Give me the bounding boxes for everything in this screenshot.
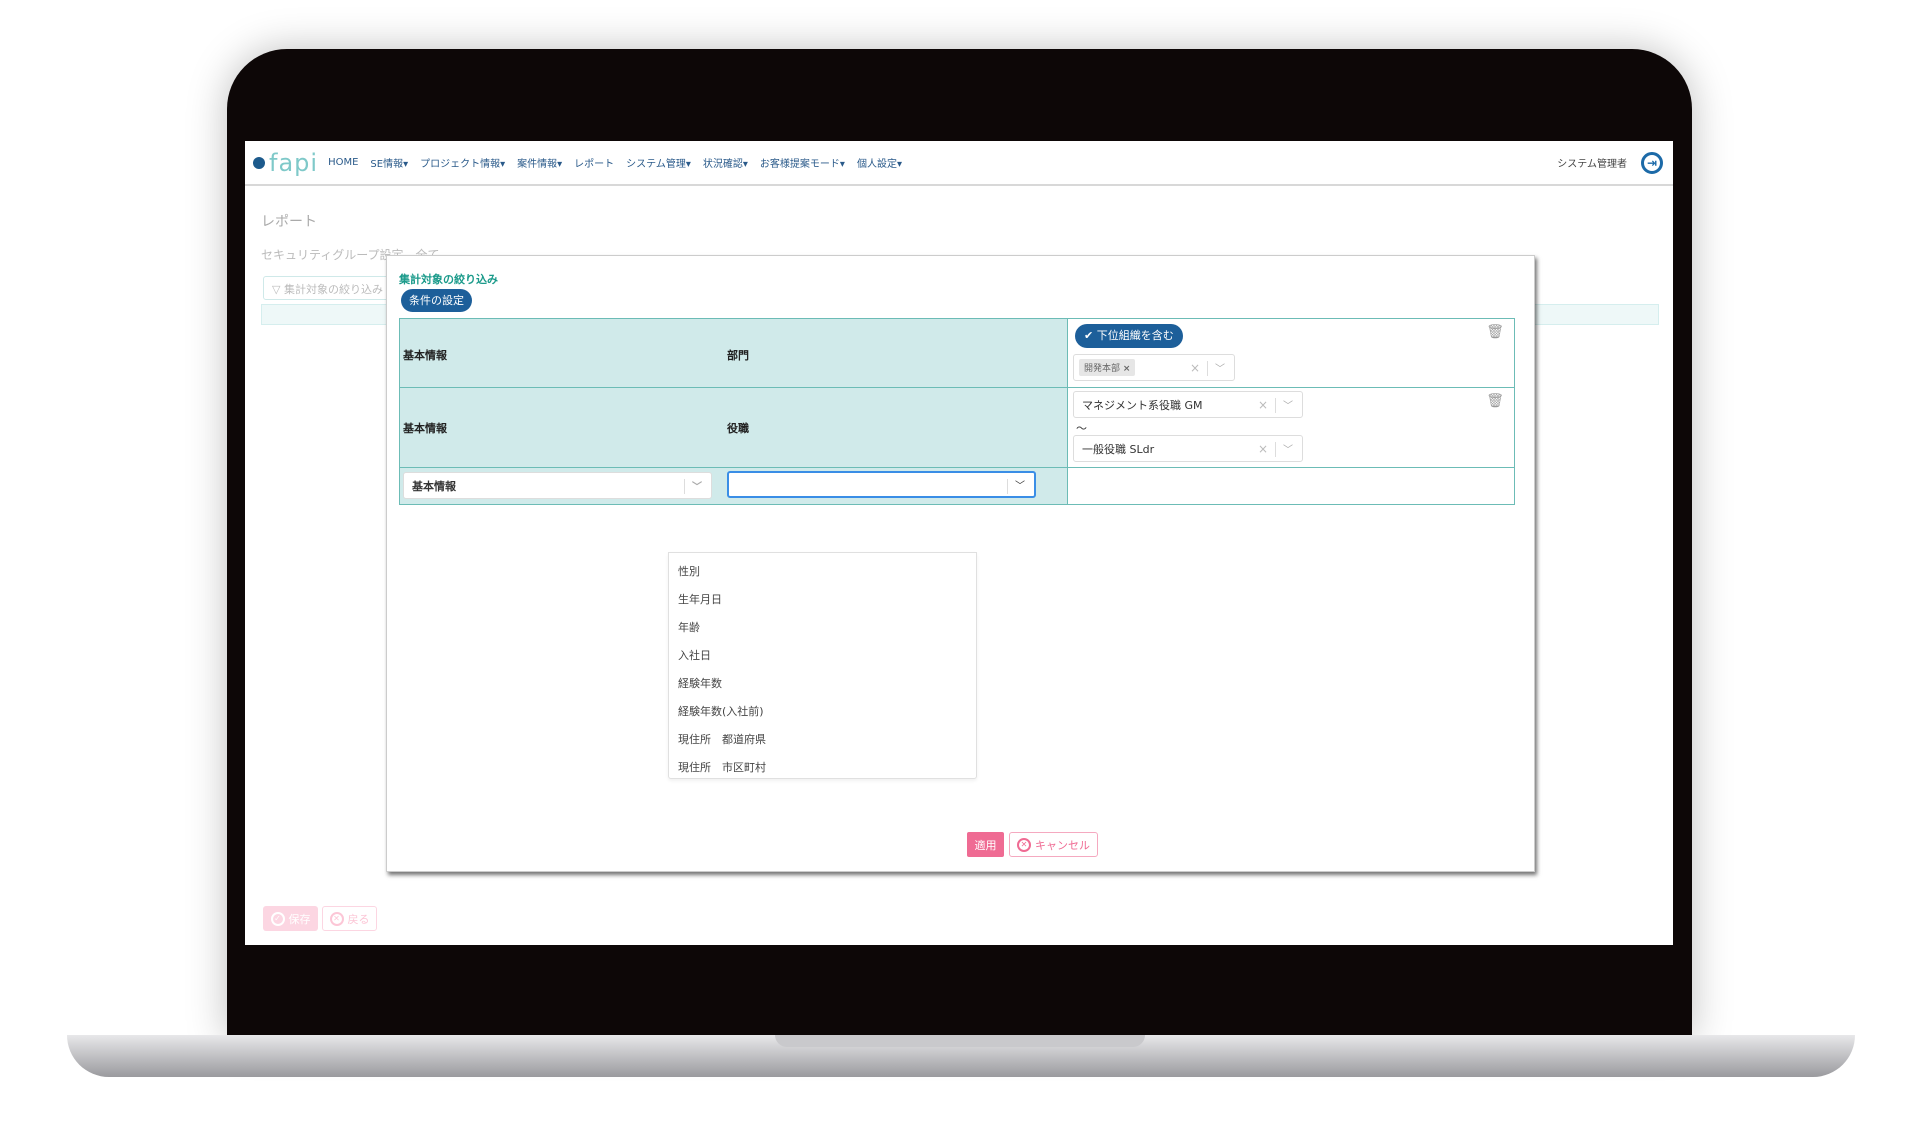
- user-name: システム管理者: [1557, 159, 1627, 170]
- condition-row-new: 基本情報 ﹀ ﹀: [400, 468, 1514, 504]
- field-select[interactable]: ﹀: [727, 471, 1036, 498]
- nav-project[interactable]: プロジェクト情報▾: [420, 159, 506, 170]
- dropdown-option[interactable]: 入社日: [678, 649, 711, 662]
- check-icon: ✓: [270, 911, 285, 926]
- dropdown-option[interactable]: 生年月日: [678, 593, 722, 606]
- modal-title: 集計対象の絞り込み: [399, 273, 498, 286]
- nav-case[interactable]: 案件情報▾: [517, 159, 563, 170]
- close-circle-icon: ✕: [329, 911, 344, 926]
- condition-row: 基本情報 役職 マネジメント系役職 GM × ﹀ ～ 一般役職 SLdr × ﹀ 🗑: [400, 388, 1514, 468]
- filter-button[interactable]: ▽ 集計対象の絞り込み: [263, 276, 413, 300]
- clear-icon[interactable]: ×: [1189, 360, 1200, 375]
- nav-status[interactable]: 状況確認▾: [702, 159, 748, 170]
- filter-icon: ▽: [272, 283, 284, 296]
- department-select[interactable]: 開発本部 × × ﹀: [1073, 354, 1235, 381]
- condition-row: 基本情報 部門 ✔ 下位組織を含む 開発本部 × × ﹀ 🗑: [400, 319, 1514, 388]
- field-dropdown-menu: 性別 生年月日 年齢 入社日 経験年数 経験年数(入社前) 現住所 都道府県 現…: [668, 552, 977, 779]
- category-label: 基本情報: [403, 422, 447, 435]
- nav-se[interactable]: SE情報▾: [370, 159, 409, 170]
- dropdown-option[interactable]: 現住所 市区町村: [678, 761, 766, 774]
- condition-settings-button[interactable]: 条件の設定: [401, 289, 472, 312]
- chevron-down-icon[interactable]: ﹀: [1283, 401, 1293, 412]
- back-button[interactable]: ✕ 戻る: [322, 906, 377, 931]
- dropdown-option[interactable]: 性別: [678, 565, 700, 578]
- category-select[interactable]: 基本情報 ﹀: [403, 472, 712, 499]
- navbar: fapi HOME SE情報▾ プロジェクト情報▾ 案件情報▾ レポート システ…: [245, 141, 1673, 186]
- position-to-select[interactable]: 一般役職 SLdr × ﹀: [1073, 435, 1303, 462]
- trash-icon[interactable]: 🗑: [1486, 393, 1504, 409]
- dropdown-option[interactable]: 年齢: [678, 621, 700, 634]
- page-title: レポート: [261, 214, 317, 230]
- field-label: 部門: [727, 349, 749, 362]
- dropdown-option[interactable]: 経験年数: [678, 677, 722, 690]
- trash-icon[interactable]: 🗑: [1486, 324, 1504, 340]
- nav-personal[interactable]: 個人設定▾: [856, 159, 902, 170]
- cancel-button[interactable]: ✕ キャンセル: [1009, 832, 1098, 857]
- position-from-select[interactable]: マネジメント系役職 GM × ﹀: [1073, 391, 1303, 418]
- chevron-down-icon[interactable]: ﹀: [692, 482, 702, 493]
- chevron-down-icon[interactable]: ﹀: [1283, 445, 1293, 456]
- logout-icon[interactable]: ⇥: [1641, 152, 1663, 174]
- save-button[interactable]: ✓ 保存: [263, 906, 318, 931]
- logo[interactable]: fapi: [253, 149, 318, 177]
- chevron-down-icon[interactable]: ﹀: [1215, 364, 1225, 375]
- globe-icon: [253, 156, 265, 169]
- nav-system[interactable]: システム管理▾: [626, 159, 691, 170]
- filter-modal: 集計対象の絞り込み 条件の設定 基本情報 部門 ✔ 下位組織を含む 開発本部 ×…: [386, 255, 1535, 872]
- department-chip: 開発本部 ×: [1079, 359, 1136, 376]
- condition-table: 基本情報 部門 ✔ 下位組織を含む 開発本部 × × ﹀ 🗑 基本情報 役職 マネジ…: [399, 318, 1515, 505]
- chip-remove-icon[interactable]: ×: [1122, 364, 1131, 374]
- clear-icon[interactable]: ×: [1257, 441, 1268, 456]
- nav-proposal[interactable]: お客様提案モード▾: [759, 159, 845, 170]
- apply-button[interactable]: 適用: [967, 832, 1004, 857]
- nav-home[interactable]: HOME: [328, 157, 359, 168]
- include-sub-org-toggle[interactable]: ✔ 下位組織を含む: [1075, 324, 1183, 348]
- category-label: 基本情報: [403, 349, 447, 362]
- field-label: 役職: [727, 422, 749, 435]
- dropdown-option[interactable]: 経験年数(入社前): [678, 705, 764, 718]
- range-separator: ～: [1076, 422, 1087, 435]
- app-screen: fapi HOME SE情報▾ プロジェクト情報▾ 案件情報▾ レポート システ…: [245, 141, 1673, 945]
- clear-icon[interactable]: ×: [1257, 397, 1268, 412]
- laptop-notch: [775, 1035, 1145, 1047]
- chevron-down-icon[interactable]: ﹀: [1015, 481, 1025, 492]
- nav-report[interactable]: レポート: [574, 159, 615, 170]
- dropdown-option[interactable]: 現住所 都道府県: [678, 733, 766, 746]
- close-circle-icon: ✕: [1017, 837, 1031, 852]
